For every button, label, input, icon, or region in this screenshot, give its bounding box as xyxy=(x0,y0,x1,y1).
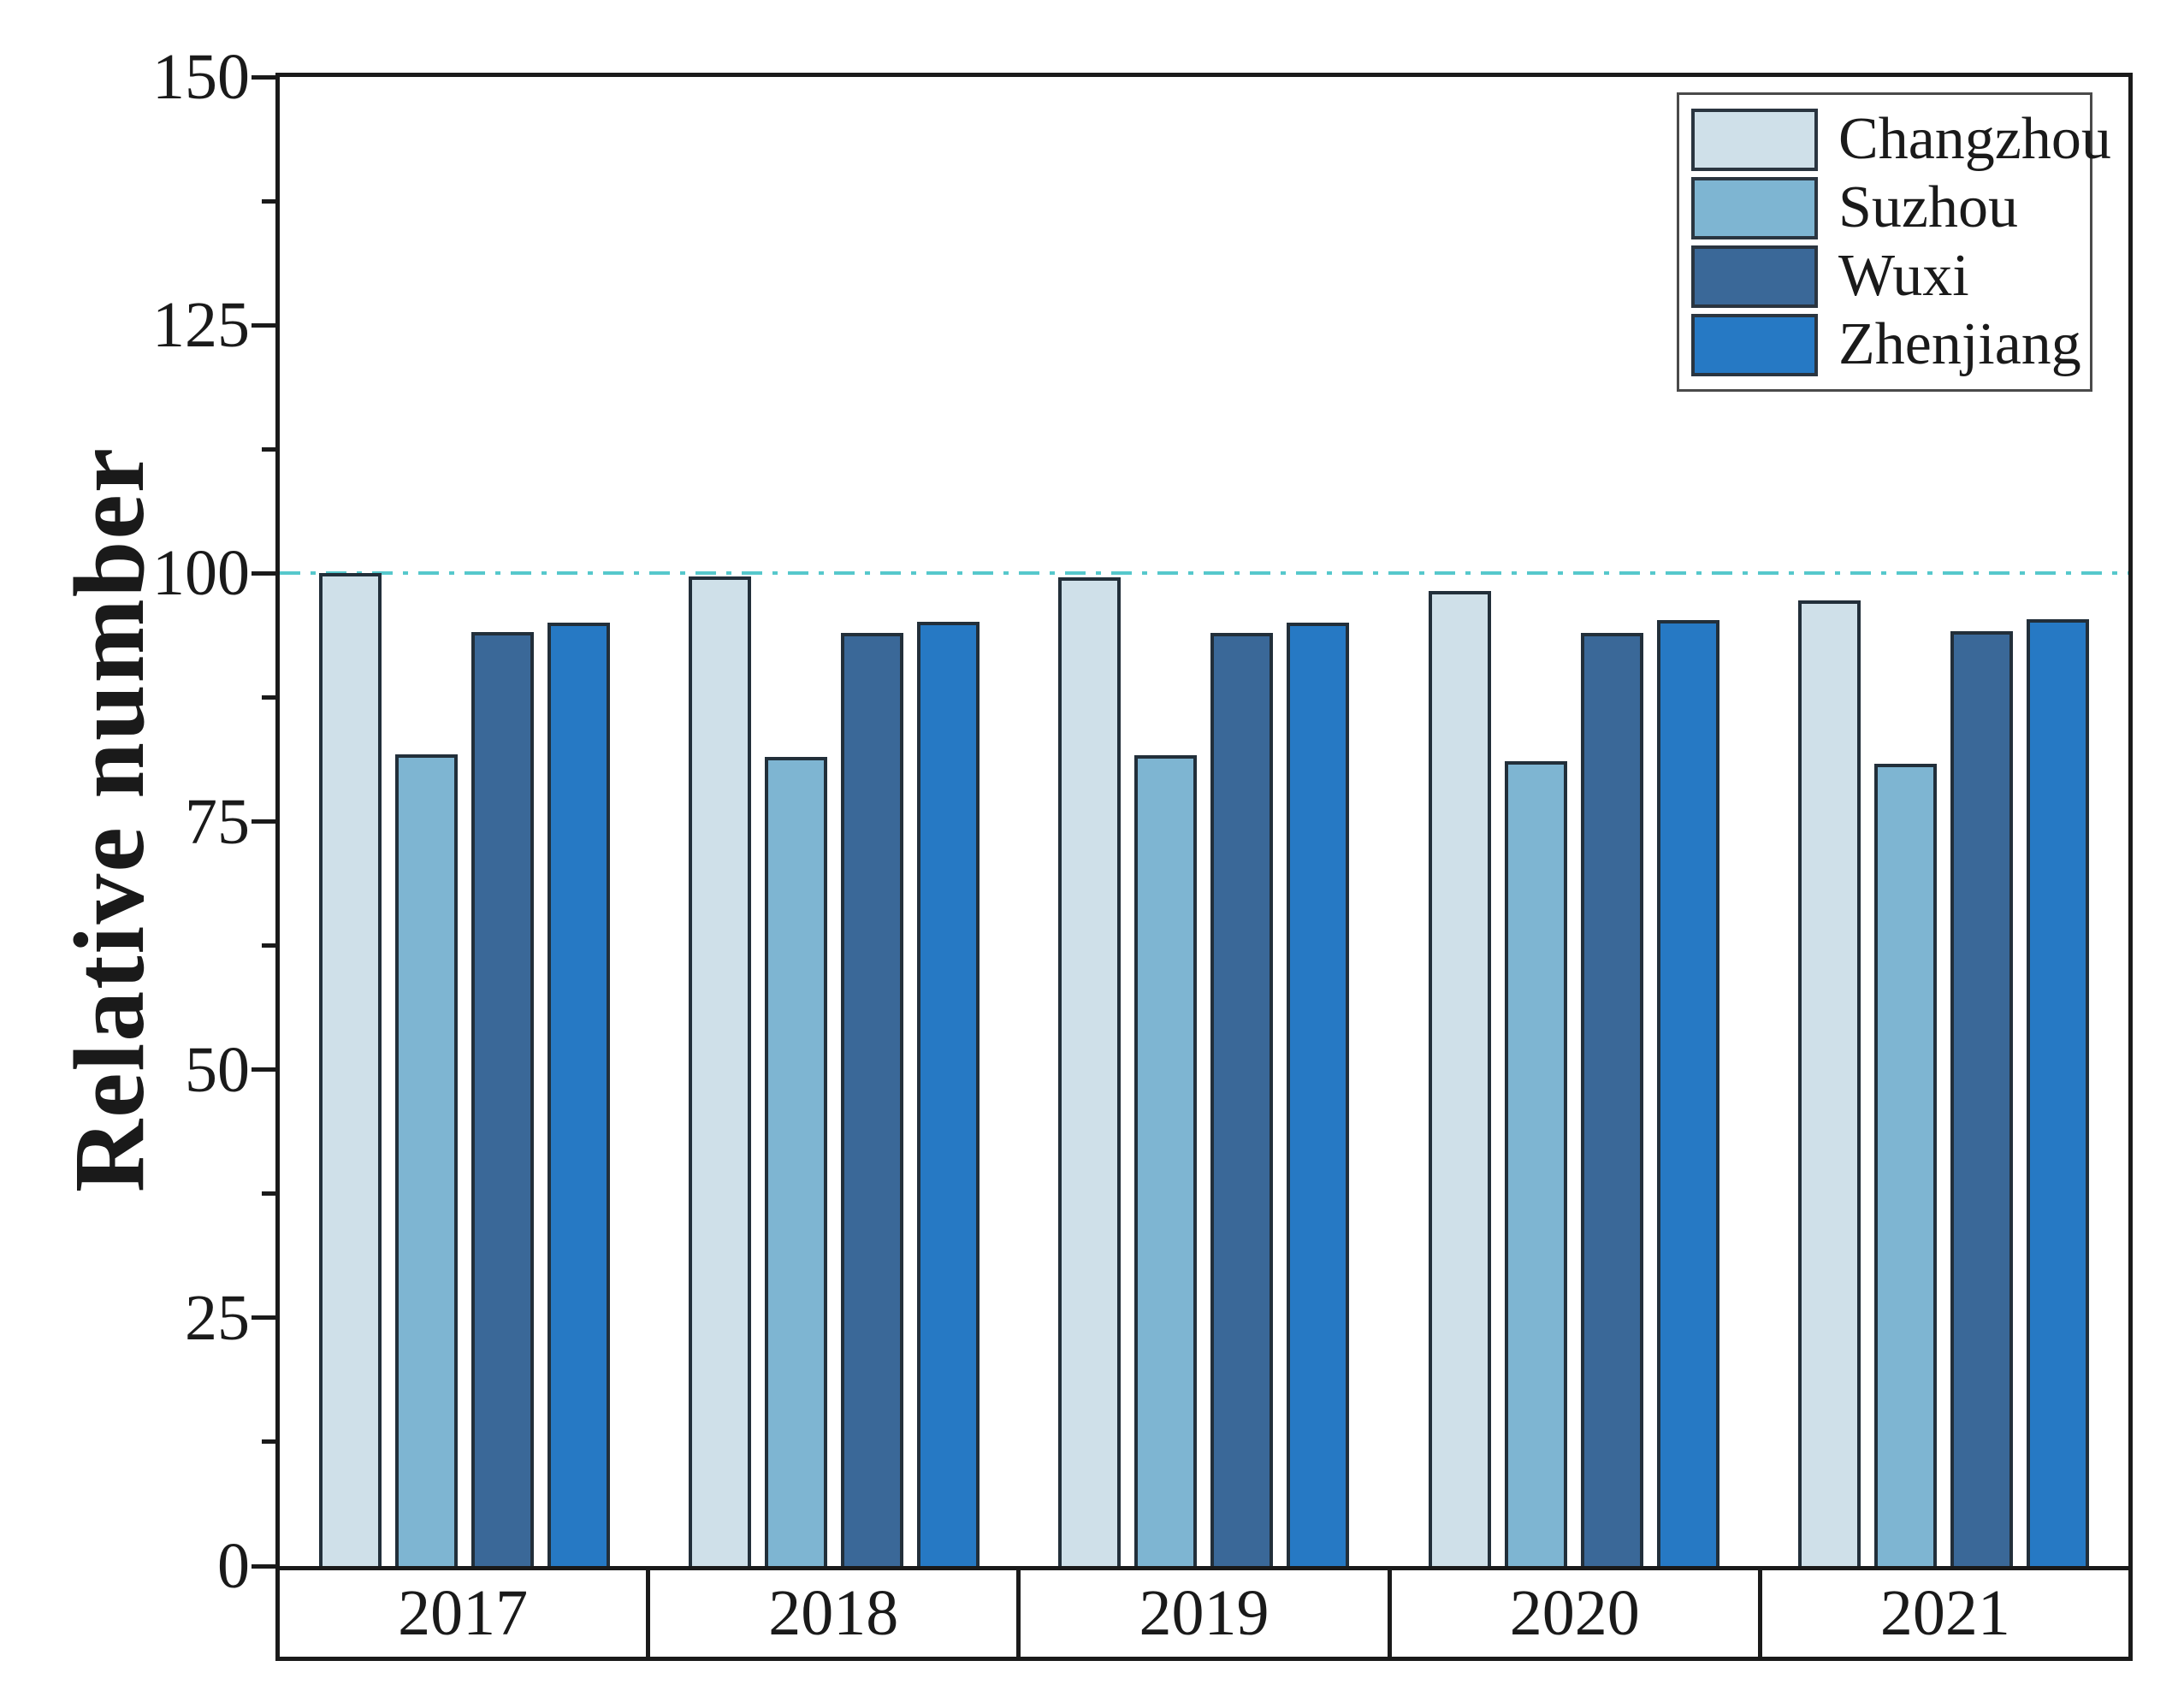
x-category-2017: 2017 xyxy=(280,1570,651,1657)
y-tick-125 xyxy=(252,323,275,328)
bar-suzhou-2018 xyxy=(765,757,827,1566)
legend-item-zhenjiang: Zhenjiang xyxy=(1691,310,2081,379)
bar-zhenjiang-2018 xyxy=(917,622,980,1566)
y-tick-150 xyxy=(252,75,275,80)
bar-wuxi-2021 xyxy=(1950,631,2013,1566)
y-minor-tick-87.5 xyxy=(262,695,275,700)
legend-swatch-suzhou xyxy=(1691,176,1818,239)
y-tick-25 xyxy=(252,1315,275,1320)
y-tick-0 xyxy=(252,1564,275,1569)
y-tick-75 xyxy=(252,819,275,824)
legend-swatch-changzhou xyxy=(1691,108,1818,171)
y-tick-100 xyxy=(252,571,275,576)
bar-changzhou-2017 xyxy=(319,573,382,1566)
bar-zhenjiang-2021 xyxy=(2027,619,2089,1566)
y-tick-label-125: 125 xyxy=(152,289,250,361)
y-minor-tick-112.5 xyxy=(262,447,275,452)
x-category-2020: 2020 xyxy=(1392,1570,1762,1657)
legend-item-changzhou: Changzhou xyxy=(1691,105,2111,174)
y-tick-label-75: 75 xyxy=(185,786,250,858)
bar-zhenjiang-2019 xyxy=(1287,623,1349,1566)
x-category-2019: 2019 xyxy=(1021,1570,1392,1657)
legend-label-wuxi: Wuxi xyxy=(1838,243,1969,309)
y-tick-label-50: 50 xyxy=(185,1034,250,1106)
x-axis-year-row: 2017 2018 2019 2020 2021 xyxy=(275,1566,2133,1661)
legend-label-changzhou: Changzhou xyxy=(1838,106,2111,172)
bar-changzhou-2021 xyxy=(1798,600,1861,1566)
y-tick-50 xyxy=(252,1067,275,1072)
plot-area: Changzhou Suzhou Wuxi Zhenjiang xyxy=(275,73,2133,1570)
bar-zhenjiang-2020 xyxy=(1657,620,1719,1566)
legend-swatch-wuxi xyxy=(1691,245,1818,308)
legend-item-wuxi: Wuxi xyxy=(1691,242,2078,310)
x-category-2021: 2021 xyxy=(1879,1577,2010,1649)
y-minor-tick-37.5 xyxy=(262,1191,275,1196)
legend-swatch-zhenjiang xyxy=(1691,313,1818,376)
legend-label-zhenjiang: Zhenjiang xyxy=(1838,311,2081,377)
bar-changzhou-2018 xyxy=(689,576,751,1566)
bar-suzhou-2019 xyxy=(1134,755,1197,1566)
bar-wuxi-2017 xyxy=(471,632,534,1566)
bar-wuxi-2020 xyxy=(1581,633,1643,1566)
legend-label-suzhou: Suzhou xyxy=(1838,174,2018,240)
bar-suzhou-2020 xyxy=(1505,761,1567,1566)
y-minor-tick-12.5 xyxy=(262,1439,275,1444)
bar-suzhou-2021 xyxy=(1874,764,1937,1566)
legend-item-suzhou: Suzhou xyxy=(1691,174,2078,242)
y-tick-label-25: 25 xyxy=(185,1282,250,1354)
bar-suzhou-2017 xyxy=(395,754,458,1566)
y-tick-label-150: 150 xyxy=(152,41,250,113)
legend: Changzhou Suzhou Wuxi Zhenjiang xyxy=(1677,92,2111,392)
reference-line-100 xyxy=(280,571,2128,575)
bar-changzhou-2019 xyxy=(1058,577,1121,1566)
bar-wuxi-2018 xyxy=(841,633,903,1566)
y-tick-label-100: 100 xyxy=(152,537,250,609)
y-minor-tick-62.5 xyxy=(262,943,275,948)
bar-zhenjiang-2017 xyxy=(547,623,610,1566)
x-category-2018: 2018 xyxy=(650,1570,1021,1657)
bar-changzhou-2020 xyxy=(1429,591,1491,1566)
y-minor-tick-137.5 xyxy=(262,199,275,204)
y-tick-label-0: 0 xyxy=(217,1530,250,1602)
bars-layer xyxy=(280,77,2128,1566)
bar-wuxi-2019 xyxy=(1210,633,1273,1566)
